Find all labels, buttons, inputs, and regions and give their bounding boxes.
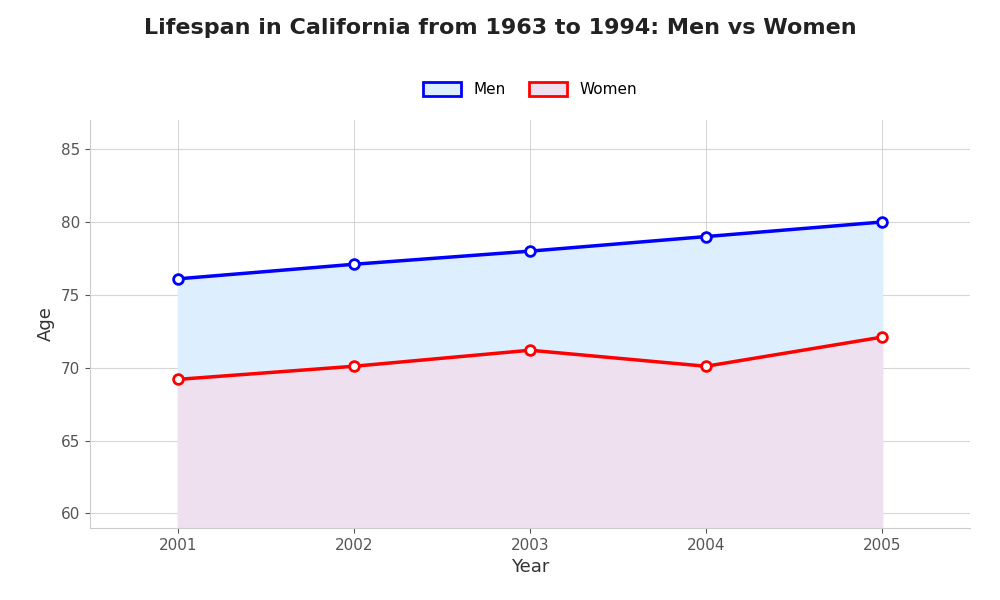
X-axis label: Year: Year: [511, 558, 549, 576]
Y-axis label: Age: Age: [37, 307, 55, 341]
Legend: Men, Women: Men, Women: [416, 74, 644, 105]
Text: Lifespan in California from 1963 to 1994: Men vs Women: Lifespan in California from 1963 to 1994…: [144, 18, 856, 38]
